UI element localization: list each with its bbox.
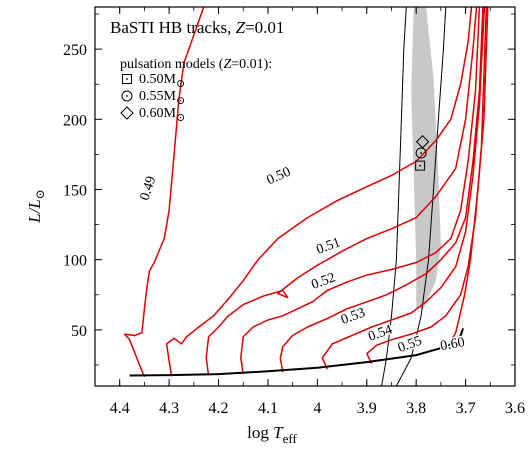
y-tick-label: 50 [71,323,87,340]
x-axis-title: log Teff [247,423,297,446]
pulsation-point-square [415,160,426,171]
legend-marker-square-dot [126,78,128,80]
hb-track-0.53 [279,7,484,373]
instability-strip [411,7,441,309]
track-label-halo-0.60: 0.60 [439,335,466,354]
legend-marker-circle-dot [126,95,128,97]
y-tick-label: 200 [63,112,87,129]
x-tick-label: 3.7 [456,400,476,417]
x-tick-label: 4.3 [159,400,179,417]
track-label-0.54: 0.54 [366,322,394,344]
plot-frame [94,6,516,387]
legend-heading: pulsation models (Z=0.01): [120,57,272,72]
chart-title: BaSTI HB tracks, Z=0.01 [110,18,284,37]
pulsation-point-circle [415,147,427,159]
legend-marker-square [122,74,132,84]
y-tick-label: 100 [63,253,87,270]
legend: pulsation models (Z=0.01): 0.50M⊙0.55M⊙0… [120,57,272,124]
y-axis-title: L/L⊙ [25,189,47,224]
legend-label-circle: 0.55M⊙ [139,89,185,107]
legend-label-square: 0.50M⊙ [139,72,185,90]
track-label-0.52: 0.52 [309,270,337,292]
track-label-0.60: 0.60 [439,335,466,354]
blue-edge-line [381,7,407,386]
x-tick-label: 4.2 [209,400,229,417]
red-edge-line [395,7,447,386]
legend-marker-diamond [120,106,134,120]
x-tick-label: 4.1 [258,400,278,417]
hb-track-0.51 [205,7,478,376]
x-tick-label: 4 [313,400,321,417]
x-tick-label: 3.9 [357,400,377,417]
legend-label-diamond: 0.60M⊙ [139,106,185,124]
track-label-0.49: 0.49 [138,174,160,202]
track-label-0.50: 0.50 [265,165,293,189]
hb-track-0.54 [321,7,486,370]
hb-track-0.52 [240,7,481,375]
legend-marker-circle [121,90,133,102]
x-tick-label: 3.8 [406,400,426,417]
pulsation-point-square-dot [419,164,422,167]
x-tick-label: 3.6 [505,400,525,417]
pulsation-point-circle-dot [420,152,423,154]
hb-track-0.49 [123,7,205,378]
track-label-0.51: 0.51 [314,235,342,257]
zahb-line [129,328,465,377]
hb-track-0.60 [450,7,489,347]
hb-track-0.50 [165,7,473,377]
pulsation-point-diamond [415,135,430,149]
y-tick-label: 250 [63,42,87,59]
track-label-0.53: 0.53 [339,305,367,327]
x-tick-label: 4.4 [110,400,130,417]
y-tick-label: 150 [63,182,87,199]
